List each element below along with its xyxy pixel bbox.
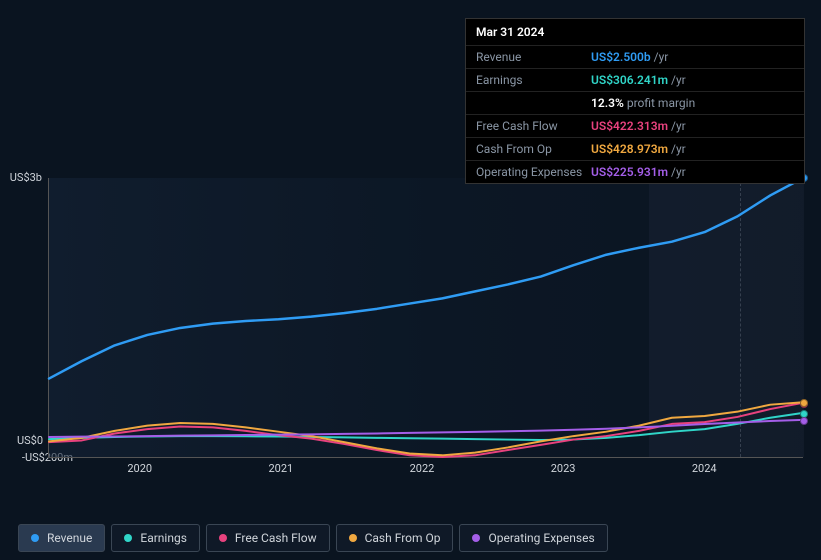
tooltip-row-label	[476, 96, 591, 110]
tooltip-row: RevenueUS$2.500b/yr	[466, 45, 804, 68]
legend-label: Revenue	[47, 531, 92, 545]
tooltip-row-suffix: /yr	[671, 142, 686, 156]
series-end-dot-opex	[800, 417, 808, 425]
legend-dot-icon	[124, 534, 132, 542]
tooltip-row-value: US$2.500b	[591, 50, 651, 64]
tooltip-row-label: Cash From Op	[476, 142, 591, 156]
tooltip-row-suffix: /yr	[671, 119, 686, 133]
legend-dot-icon	[31, 534, 39, 542]
legend-item-revenue[interactable]: Revenue	[18, 524, 105, 552]
legend-dot-icon	[472, 534, 480, 542]
legend-label: Operating Expenses	[488, 531, 594, 545]
x-axis-label: 2022	[410, 462, 435, 475]
tooltip-row: Cash From OpUS$428.973m/yr	[466, 137, 804, 160]
tooltip-row: EarningsUS$306.241m/yr	[466, 68, 804, 91]
legend-item-earnings[interactable]: Earnings	[111, 524, 200, 552]
legend-item-free-cash-flow[interactable]: Free Cash Flow	[206, 524, 330, 552]
tooltip-row-label: Free Cash Flow	[476, 119, 591, 133]
plot-area[interactable]	[48, 178, 803, 458]
legend-item-operating-expenses[interactable]: Operating Expenses	[459, 524, 607, 552]
tooltip-row-suffix: profit margin	[627, 96, 695, 110]
tooltip: Mar 31 2024 RevenueUS$2.500b/yrEarningsU…	[465, 18, 805, 184]
tooltip-row-suffix: /yr	[671, 165, 686, 179]
tooltip-row-suffix: /yr	[654, 50, 669, 64]
tooltip-row: Free Cash FlowUS$422.313m/yr	[466, 114, 804, 137]
tooltip-row-value: US$428.973m	[591, 142, 668, 156]
tooltip-row-value: US$422.313m	[591, 119, 668, 133]
tooltip-row-value: US$225.931m	[591, 165, 668, 179]
x-axis-label: 2021	[268, 462, 293, 475]
legend-dot-icon	[219, 534, 227, 542]
series-end-dot-cfo	[800, 399, 808, 407]
x-axis-label: 2023	[551, 462, 576, 475]
legend: Revenue Earnings Free Cash Flow Cash From O…	[18, 524, 608, 552]
legend-label: Earnings	[140, 531, 187, 545]
series-line-revenue	[49, 178, 803, 379]
legend-item-cash-from-op[interactable]: Cash From Op	[336, 524, 454, 552]
x-axis-label: 2020	[127, 462, 152, 475]
tooltip-row-value: 12.3%	[591, 96, 624, 110]
legend-label: Free Cash Flow	[235, 531, 317, 545]
legend-dot-icon	[349, 534, 357, 542]
line-chart[interactable]: US$3bUS$0-US$200m 20202021202220232024	[18, 158, 806, 498]
chart-lines	[49, 178, 803, 457]
legend-label: Cash From Op	[365, 531, 441, 545]
tooltip-date: Mar 31 2024	[466, 19, 804, 45]
tooltip-row: Operating ExpensesUS$225.931m/yr	[466, 160, 804, 183]
y-axis-label: US$0	[13, 434, 43, 447]
tooltip-row-value: US$306.241m	[591, 73, 668, 87]
y-axis-label: US$3b	[0, 171, 42, 184]
x-axis-label: 2024	[692, 462, 717, 475]
tooltip-row-suffix: /yr	[671, 73, 686, 87]
tooltip-row-label: Operating Expenses	[476, 165, 591, 179]
tooltip-row-label: Revenue	[476, 50, 591, 64]
tooltip-row: 12.3%profit margin	[466, 91, 804, 114]
tooltip-row-label: Earnings	[476, 73, 591, 87]
